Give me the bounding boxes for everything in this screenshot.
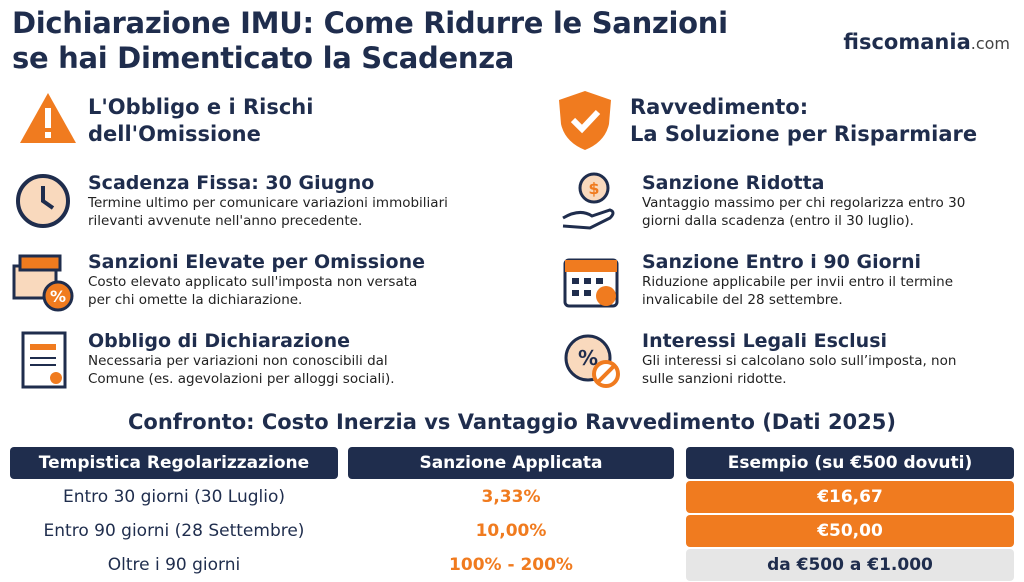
text-line: Termine ultimo per comunicare variazioni… bbox=[88, 195, 448, 211]
warning-icon bbox=[20, 93, 76, 143]
table-cell: Entro 90 giorni (28 Settembre) bbox=[43, 521, 305, 541]
table-cell: 10,00% bbox=[475, 521, 547, 541]
table-cell: Entro 30 giorni (30 Luglio) bbox=[62, 487, 286, 507]
item-title: Obbligo di Dichiarazione bbox=[88, 330, 351, 352]
brand-suffix: .com bbox=[970, 34, 1010, 53]
title-line: se hai Dimenticato la Scadenza bbox=[12, 41, 515, 75]
clock-icon bbox=[16, 174, 70, 228]
line: dell'Omissione bbox=[88, 122, 261, 146]
text-line: Costo elevato applicato sull'imposta non… bbox=[88, 274, 418, 290]
brand-name: fiscomania bbox=[843, 30, 971, 54]
item: Scadenza Fissa: 30 Giugno Termine ultimo … bbox=[88, 172, 448, 230]
item-text: Gli interessi si calcolano solo sull’imp… bbox=[642, 352, 956, 388]
text-line: Gli interessi si calcolano solo sull’imp… bbox=[642, 353, 957, 369]
title: Dichiarazione IMU: Come Ridurre le Sanzi… bbox=[12, 6, 728, 76]
line: Ravvedimento: bbox=[630, 95, 809, 119]
item-title: Sanzione Ridotta bbox=[642, 172, 825, 194]
text-line: giorni dalla scadenza (entro il 30 lugli… bbox=[642, 213, 914, 229]
interest-icon: % bbox=[564, 334, 620, 388]
text-line: rilevanti avvenute nell'anno precedente. bbox=[88, 213, 363, 229]
money-icon: % bbox=[12, 254, 74, 312]
item: Sanzioni Elevate per Omissione Costo elev… bbox=[88, 251, 425, 309]
table-cell: 3,33% bbox=[481, 487, 541, 507]
text-line: Comune (es. agevolazioni per alloggi soc… bbox=[88, 371, 395, 387]
brand: fiscomania.com bbox=[843, 30, 1010, 54]
hand-coin-icon: $ bbox=[562, 172, 615, 230]
table-cell: Oltre i 90 giorni bbox=[107, 555, 241, 575]
item-text: Riduzione applicabile per invii entro il… bbox=[642, 273, 953, 309]
document-icon bbox=[21, 331, 67, 389]
item-title: Sanzione Entro i 90 Giorni bbox=[642, 251, 922, 273]
title-line: Dichiarazione IMU: Come Ridurre le Sanzi… bbox=[12, 6, 728, 40]
right-title: Ravvedimento: La Soluzione per Risparmiar… bbox=[630, 94, 977, 148]
item-text: Termine ultimo per comunicare variazioni… bbox=[88, 194, 448, 230]
item: Obbligo di Dichiarazione Necessaria per v… bbox=[88, 330, 395, 388]
item: Sanzione Entro i 90 Giorni Riduzione appl… bbox=[642, 251, 953, 309]
column-header: Sanzione Applicata bbox=[348, 447, 674, 479]
left-title: L'Obbligo e i Rischi dell'Omissione bbox=[88, 94, 313, 148]
column-header: Esempio (su €500 dovuti) bbox=[686, 447, 1014, 479]
item-title: Sanzioni Elevate per Omissione bbox=[88, 251, 426, 273]
text-line: sulle sanzioni ridotte. bbox=[642, 371, 787, 387]
table-title: Confronto: Costo Inerzia vs Vantaggio Ra… bbox=[128, 410, 896, 434]
item-text: Costo elevato applicato sull'imposta non… bbox=[88, 273, 425, 309]
table-cell: 100% - 200% bbox=[449, 555, 573, 575]
svg-text:%: % bbox=[578, 346, 598, 370]
table-cell: €50,00 bbox=[686, 515, 1014, 547]
column-header: Tempistica Regolarizzazione bbox=[10, 447, 338, 479]
svg-text:%: % bbox=[50, 287, 66, 306]
line: La Soluzione per Risparmiare bbox=[630, 122, 978, 146]
text-line: Vantaggio massimo per chi regolarizza en… bbox=[642, 195, 966, 211]
shield-icon bbox=[559, 91, 611, 150]
table-cell: €16,67 bbox=[686, 481, 1014, 513]
table-cell: da €500 a €1.000 bbox=[686, 549, 1014, 581]
item-text: Vantaggio massimo per chi regolarizza en… bbox=[642, 194, 965, 230]
item-title: Interessi Legali Esclusi bbox=[642, 330, 888, 352]
line: L'Obbligo e i Rischi bbox=[88, 95, 314, 119]
item: Interessi Legali Esclusi Gli interessi si… bbox=[642, 330, 956, 388]
text-line: invalicabile del 28 settembre. bbox=[642, 292, 843, 308]
item-text: Necessaria per variazioni non conoscibil… bbox=[88, 352, 395, 388]
calendar-icon bbox=[563, 258, 619, 308]
item: Sanzione Ridotta Vantaggio massimo per ch… bbox=[642, 172, 965, 230]
text-line: Necessaria per variazioni non conoscibil… bbox=[88, 353, 388, 369]
text-line: Riduzione applicabile per invii entro il… bbox=[642, 274, 954, 290]
text-line: per chi omette la dichiarazione. bbox=[88, 292, 303, 308]
item-title: Scadenza Fissa: 30 Giugno bbox=[88, 172, 375, 194]
svg-text:$: $ bbox=[588, 179, 599, 198]
